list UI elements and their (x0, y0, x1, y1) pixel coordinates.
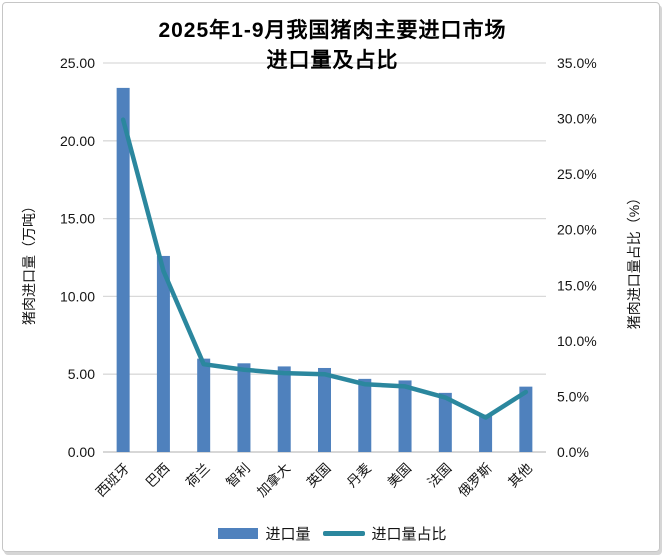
left-tick-label: 0.00 (68, 444, 95, 460)
x-category-label: 荷兰 (183, 461, 213, 491)
x-category-label: 法国 (425, 461, 455, 491)
legend-line-label: 进口量占比 (371, 526, 447, 543)
bar-加拿大 (277, 366, 291, 452)
x-category-label: 美国 (384, 461, 414, 491)
right-tick-label: 5.0% (557, 388, 589, 404)
left-tick-label: 15.00 (60, 211, 95, 227)
left-tick-label: 5.00 (68, 366, 95, 382)
bar-荷兰 (197, 358, 211, 452)
legend-bar-label: 进口量 (265, 526, 311, 543)
bar-其他 (519, 386, 533, 452)
legend-line-swatch-icon (322, 531, 365, 536)
right-tick-label: 10.0% (557, 333, 597, 349)
bar-法国 (438, 392, 452, 452)
left-tick-label: 25.00 (60, 55, 95, 71)
bar-智利 (237, 363, 251, 452)
x-category-label: 巴西 (143, 461, 173, 491)
bar-英国 (318, 367, 331, 452)
x-category-label: 英国 (303, 460, 333, 490)
right-tick-label: 30.0% (557, 111, 597, 127)
bar-巴西 (156, 255, 170, 452)
x-category-label: 智利 (223, 461, 253, 491)
left-axis-title: 猪肉进口量（万吨） (21, 199, 37, 325)
legend-bar-swatch-icon (218, 528, 259, 539)
x-category-label: 俄罗斯 (455, 461, 494, 500)
x-category-label: 其他 (505, 461, 535, 491)
right-tick-label: 25.0% (557, 166, 597, 182)
left-tick-label: 10.00 (60, 288, 95, 304)
x-category-label: 丹麦 (344, 460, 374, 490)
legend: 进口量 进口量占比 (0, 523, 665, 544)
share-line (120, 117, 529, 420)
right-tick-label: 15.0% (557, 277, 597, 293)
x-category-label: 西班牙 (93, 461, 132, 500)
bar-丹麦 (358, 378, 372, 452)
bar-西班牙 (116, 87, 130, 453)
right-tick-label: 35.0% (557, 55, 597, 71)
x-category-label: 加拿大 (253, 460, 293, 500)
bar-美国 (398, 380, 412, 452)
left-tick-label: 20.00 (60, 133, 95, 149)
bar-俄罗斯 (479, 414, 493, 452)
right-tick-label: 20.0% (557, 222, 597, 238)
right-tick-label: 0.0% (557, 444, 589, 460)
right-axis-title: 猪肉进口量占比（%） (626, 190, 642, 330)
